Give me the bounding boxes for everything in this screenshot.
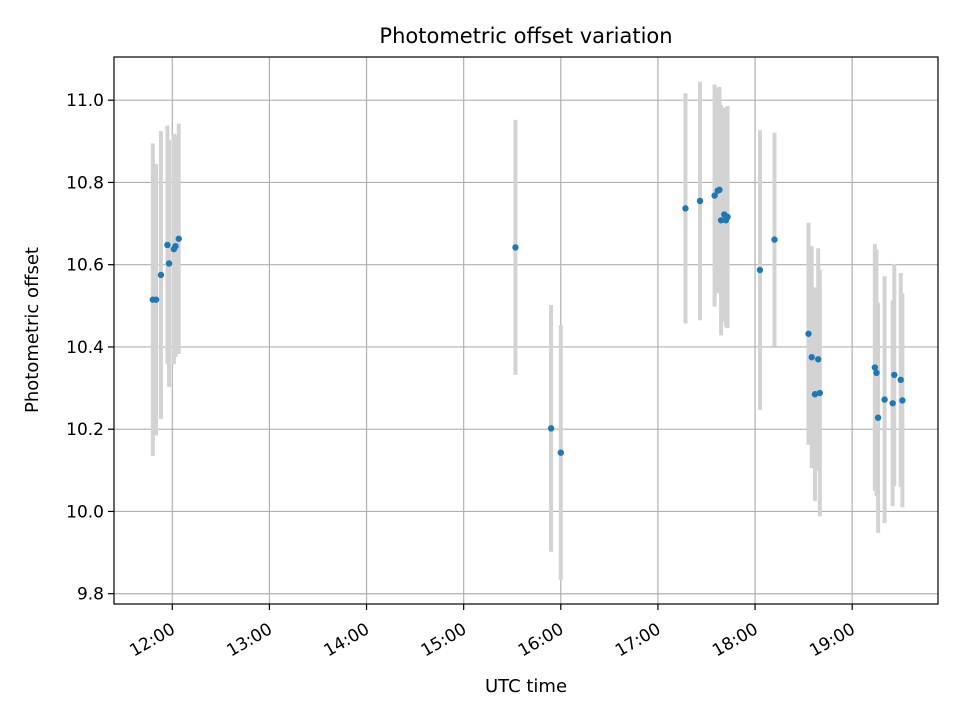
y-tick-label: 10.4 [66,338,104,358]
data-point [717,217,725,224]
data-point [152,296,160,303]
data-point [175,235,182,242]
data-point [811,391,819,398]
y-tick-label: 10.6 [66,256,104,276]
data-point [724,213,731,221]
data-point [165,260,173,267]
data-point [816,389,824,397]
data-point [771,236,778,243]
y-tick-label: 10.8 [66,173,104,193]
data-point [696,197,704,205]
data-point [557,449,565,456]
data-point [547,425,555,432]
data-point [711,192,718,199]
data-point [805,330,812,337]
data-point [899,397,906,404]
plot-frame [113,56,939,605]
data-point [172,242,179,250]
data-point [873,369,880,377]
data-point [891,371,898,379]
data-point [682,205,689,212]
data-point [157,271,165,279]
x-axis-label: UTC time [485,676,567,697]
data-point [871,364,879,371]
y-tick-label: 10.0 [66,502,104,522]
data-point [164,241,171,249]
data-point [889,400,896,407]
data-point [815,356,822,363]
data-points [149,186,906,456]
data-point [897,376,904,384]
grid [114,57,938,604]
data-point [874,414,882,421]
data-point [756,266,764,274]
data-point [808,354,815,361]
data-point [512,244,519,251]
data-point [716,186,723,194]
data-point [881,396,888,403]
y-tick-label: 10.2 [66,420,104,440]
y-axis-label: Photometric offset [22,247,43,413]
y-tick-label: 9.8 [77,585,104,605]
chart-title: Photometric offset variation [379,24,672,48]
y-tick-label: 11.0 [66,91,104,111]
